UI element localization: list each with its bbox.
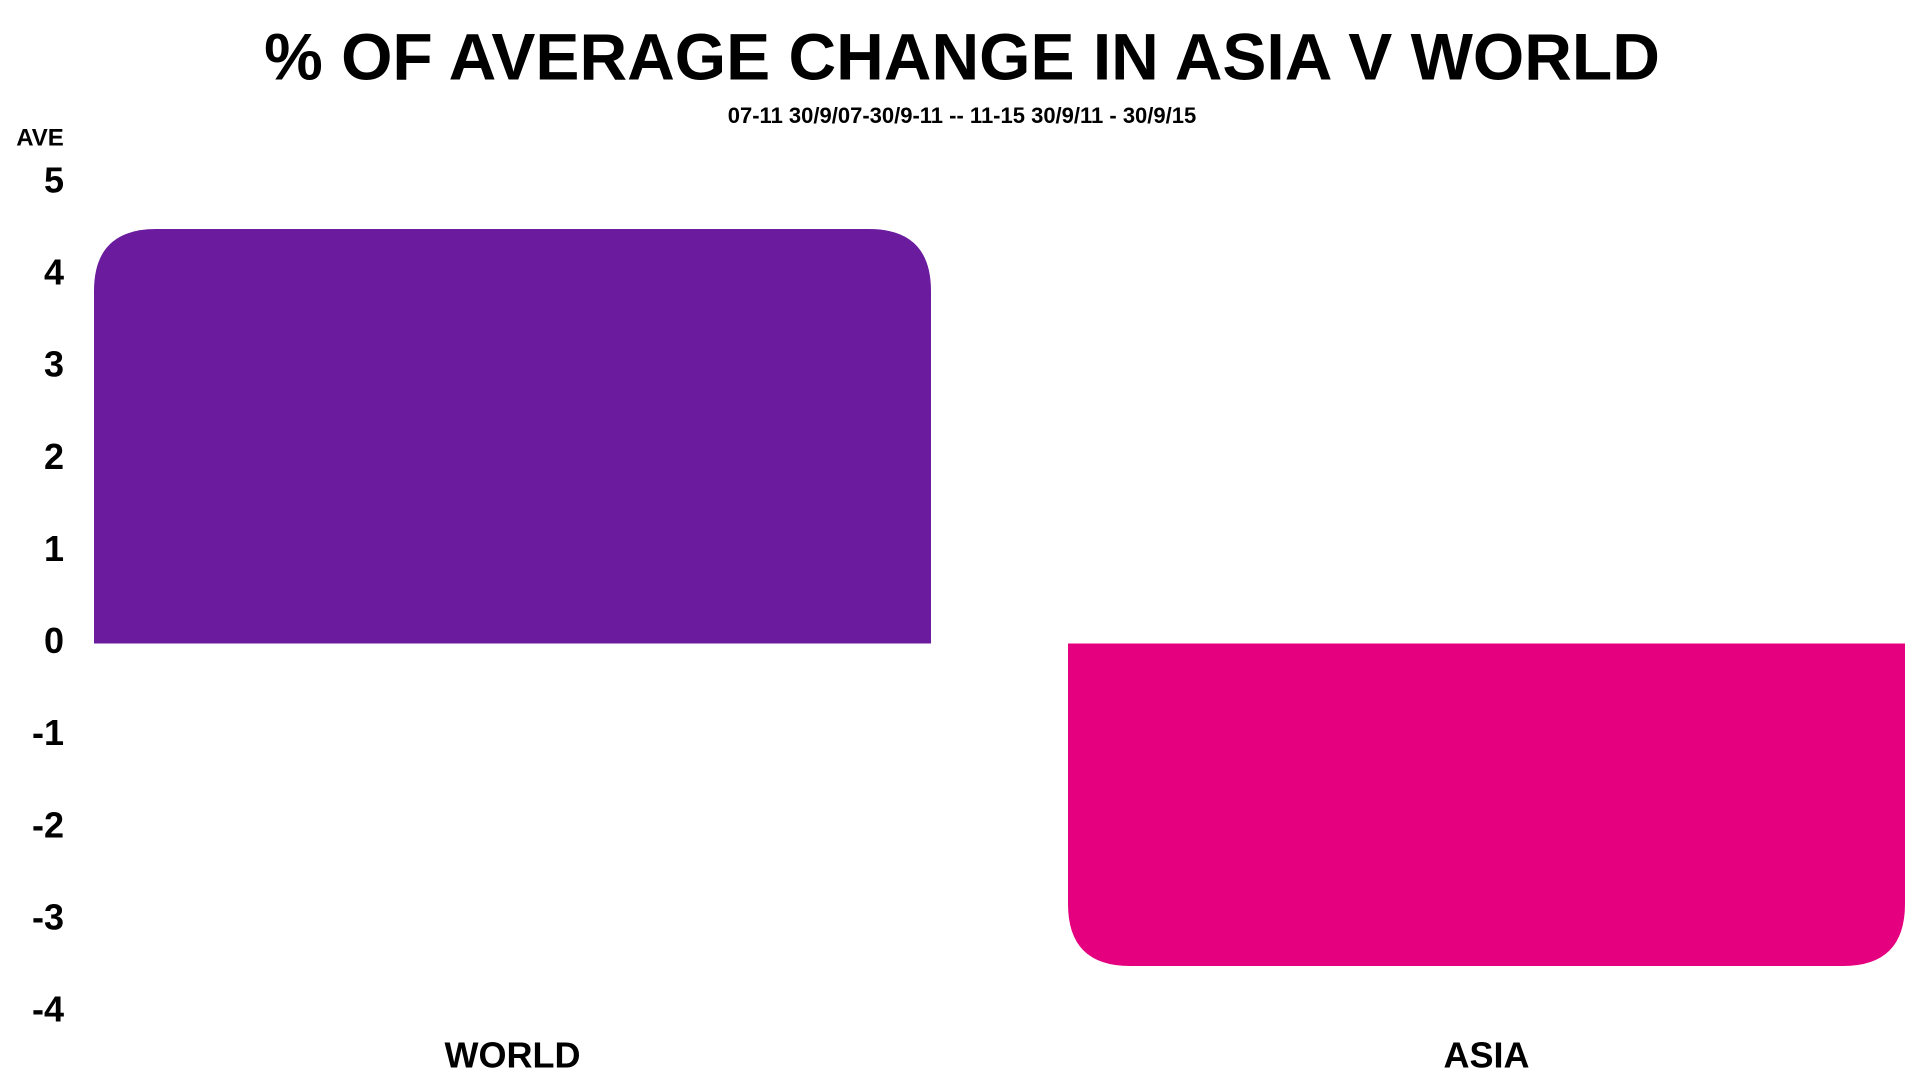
y-tick-label: 5 — [44, 160, 64, 201]
y-tick-label: 3 — [44, 344, 64, 385]
y-tick-label: -4 — [32, 989, 64, 1030]
y-tick-label: -2 — [32, 804, 64, 845]
y-tick-label: -3 — [32, 896, 64, 937]
x-tick-label: ASIA — [1443, 1035, 1529, 1076]
y-tick-label: 2 — [44, 436, 64, 477]
y-tick-label: -1 — [32, 712, 64, 753]
x-tick-label: WORLD — [445, 1035, 581, 1076]
chart-title: % OF AVERAGE CHANGE IN ASIA V WORLD — [264, 19, 1660, 93]
y-axis-label: AVE — [16, 124, 64, 151]
y-tick-label: 4 — [44, 252, 64, 293]
chart-subtitle: 07-11 30/9/07-30/9-11 -- 11-15 30/9/11 -… — [728, 103, 1196, 128]
y-tick-label: 1 — [44, 528, 64, 569]
y-tick-label: 0 — [44, 620, 64, 661]
bar — [94, 229, 931, 644]
bar — [1068, 643, 1905, 966]
